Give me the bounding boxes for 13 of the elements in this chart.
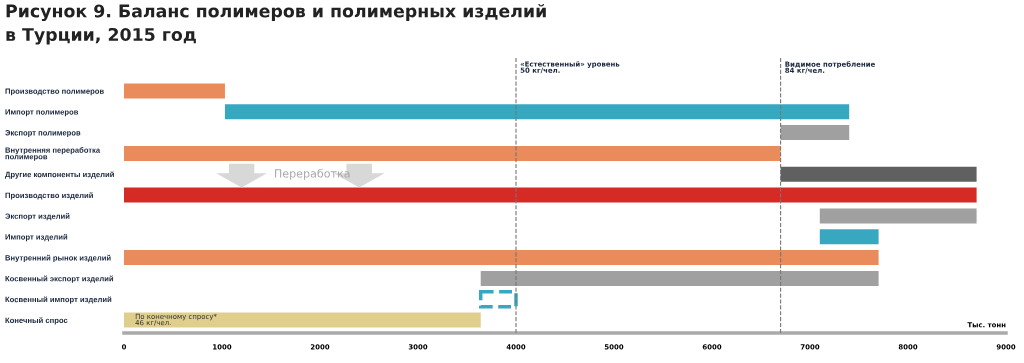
- bar: [780, 166, 977, 182]
- bar: [480, 270, 879, 286]
- bar: [124, 145, 781, 161]
- bar: [124, 250, 879, 266]
- bar: [780, 125, 850, 141]
- bar: [124, 312, 481, 328]
- bar: [819, 208, 977, 224]
- chart-title: Рисунок 9. Баланс полимеров и полимерных изделий в Турции, 2015 год: [6, 4, 546, 45]
- annotation: Переработка: [275, 168, 350, 180]
- bar: [124, 187, 977, 203]
- bar: [124, 83, 225, 99]
- bar: [224, 104, 850, 120]
- bar: [819, 229, 879, 245]
